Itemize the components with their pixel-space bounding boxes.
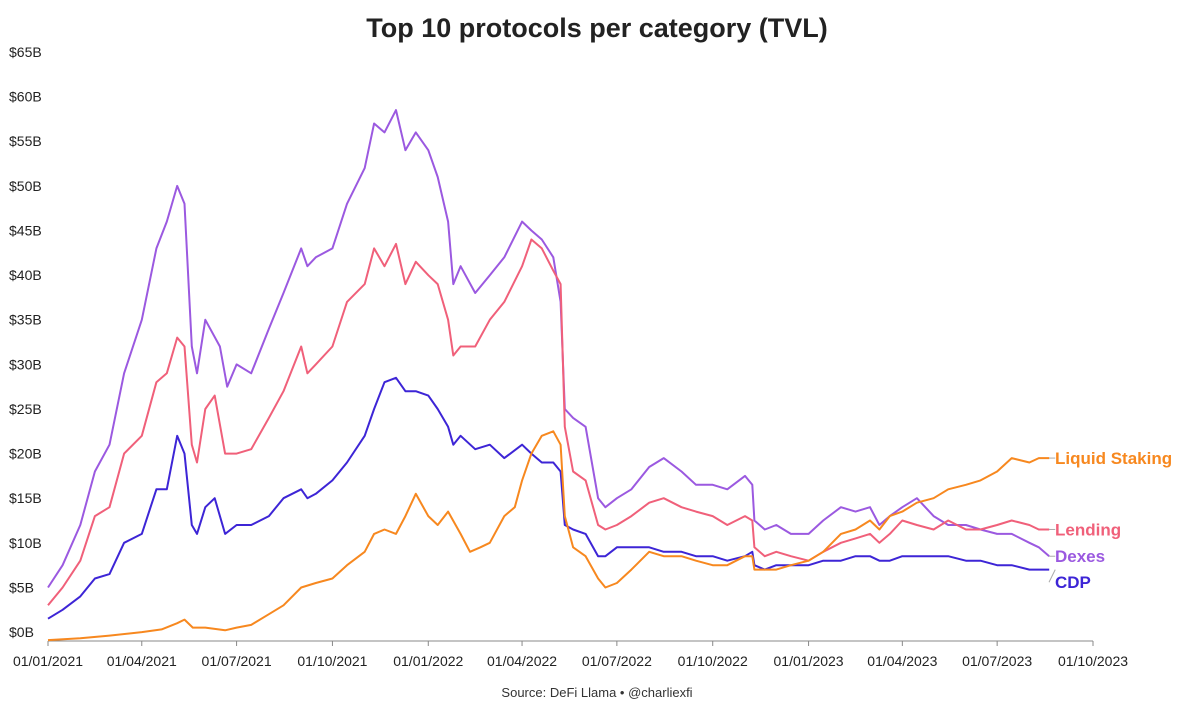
y-tick-label: $60B — [9, 89, 42, 105]
x-tick-label: 01/10/2022 — [678, 653, 748, 669]
y-tick-label: $30B — [9, 356, 42, 372]
x-tick-label: 01/07/2022 — [582, 653, 652, 669]
series-line-lending — [47, 238, 1050, 606]
series-line-liquid-staking — [47, 430, 1050, 642]
y-tick-label: $15B — [9, 490, 42, 506]
y-tick-label: $5B — [9, 579, 34, 595]
x-tick-label: 01/01/2021 — [13, 653, 83, 669]
source-note: Source: DeFi Llama • @charliexfi — [501, 685, 692, 700]
series-label-dexes: Dexes — [1055, 547, 1105, 566]
y-tick-label: $40B — [9, 267, 42, 283]
series-label-lending: Lending — [1055, 520, 1121, 539]
x-tick-label: 01/10/2021 — [297, 653, 367, 669]
y-tick-label: $35B — [9, 312, 42, 328]
x-tick-label: 01/04/2021 — [107, 653, 177, 669]
y-tick-label: $20B — [9, 446, 42, 462]
chart-title: Top 10 protocols per category (TVL) — [366, 13, 828, 43]
series-line-dexes — [47, 109, 1050, 589]
y-tick-label: $55B — [9, 133, 42, 149]
series-label-cdp: CDP — [1055, 573, 1091, 592]
x-tick-label: 01/04/2023 — [867, 653, 937, 669]
y-tick-label: $50B — [9, 178, 42, 194]
series-lines — [47, 109, 1050, 642]
x-tick-label: 01/04/2022 — [487, 653, 557, 669]
x-tick-label: 01/01/2023 — [774, 653, 844, 669]
x-axis: 01/01/2021 01/04/2021 01/07/2021 01/10/2021… — [13, 640, 1128, 669]
series-line-cdp — [47, 376, 1050, 620]
y-tick-label: $65B — [9, 44, 42, 60]
x-tick-label: 01/01/2022 — [393, 653, 463, 669]
y-tick-label: $10B — [9, 535, 42, 551]
y-tick-label: $25B — [9, 401, 42, 417]
y-tick-label: $0B — [9, 624, 34, 640]
x-tick-label: 01/10/2023 — [1058, 653, 1128, 669]
x-tick-label: 01/07/2021 — [202, 653, 272, 669]
series-labels: Liquid Staking Lending Dexes CDP — [1048, 449, 1172, 592]
y-axis: $0B $5B $10B $15B $20B $25B $30B $35B $40B $45B $5… — [9, 44, 42, 640]
y-tick-label: $45B — [9, 222, 42, 238]
series-label-leader-cdp — [1048, 569, 1056, 583]
series-label-liquid-staking: Liquid Staking — [1055, 449, 1172, 468]
x-tick-label: 01/07/2023 — [962, 653, 1032, 669]
